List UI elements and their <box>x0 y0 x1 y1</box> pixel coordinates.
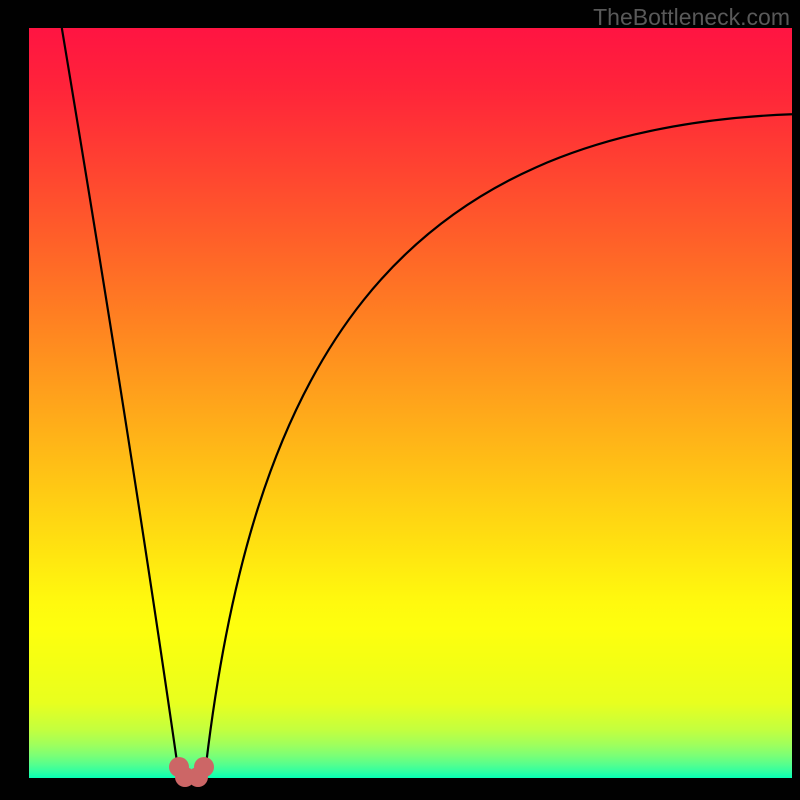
bottleneck-marker <box>194 757 214 777</box>
plot-area <box>29 28 792 778</box>
curve-left-branch <box>62 28 180 778</box>
bottleneck-curve <box>29 28 792 778</box>
curve-right-branch <box>204 114 792 778</box>
attribution-label: TheBottleneck.com <box>593 4 790 31</box>
chart-container: TheBottleneck.com <box>0 0 800 800</box>
